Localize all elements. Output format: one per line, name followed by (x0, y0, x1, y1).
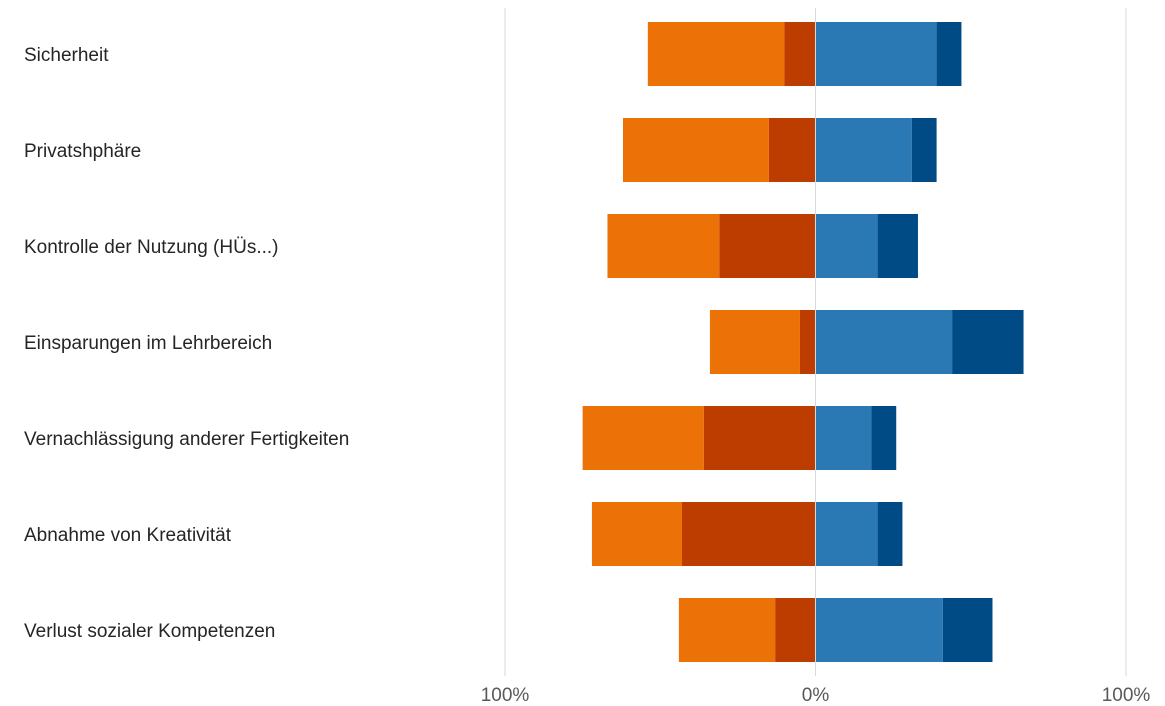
category-label: Verlust sozialer Kompetenzen (24, 621, 275, 642)
bar-segment (591, 502, 682, 566)
bar-segment (678, 598, 776, 662)
category-label: Sicherheit (24, 45, 109, 66)
bar-segment (784, 22, 816, 86)
bar-segment (607, 214, 720, 278)
bar-segment (815, 406, 872, 470)
category-label: Vernachlässigung anderer Fertigkeiten (24, 429, 349, 450)
x-tick-label: 100% (1102, 685, 1151, 706)
bar-segment (681, 502, 816, 566)
bar-segment (815, 502, 878, 566)
bar-segment (719, 214, 816, 278)
bar-segment (622, 118, 769, 182)
bar-segment (815, 598, 943, 662)
bar-segment (815, 118, 912, 182)
bar-segment (768, 118, 816, 182)
bar-segment (775, 598, 816, 662)
bar-segment (647, 22, 785, 86)
category-label: Einsparungen im Lehrbereich (24, 333, 272, 354)
bar-segment (877, 502, 903, 566)
bar-segment (703, 406, 816, 470)
category-label: Privatshphäre (24, 141, 141, 162)
bar-segment (871, 406, 897, 470)
category-label: Kontrolle der Nutzung (HÜs...) (24, 237, 279, 258)
bar-segment (936, 22, 962, 86)
x-tick-label: 100% (481, 685, 530, 706)
x-tick-label: 0% (802, 685, 830, 706)
bar-segment (815, 22, 937, 86)
bar-segment (942, 598, 993, 662)
bar-segment (709, 310, 800, 374)
bar-segment (877, 214, 918, 278)
bar-segment (952, 310, 1024, 374)
bar-segment (815, 310, 953, 374)
bar-segment (582, 406, 704, 470)
category-label: Abnahme von Kreativität (24, 525, 232, 546)
bar-segment (815, 214, 878, 278)
bar-segment (799, 310, 816, 374)
bar-segment (911, 118, 937, 182)
